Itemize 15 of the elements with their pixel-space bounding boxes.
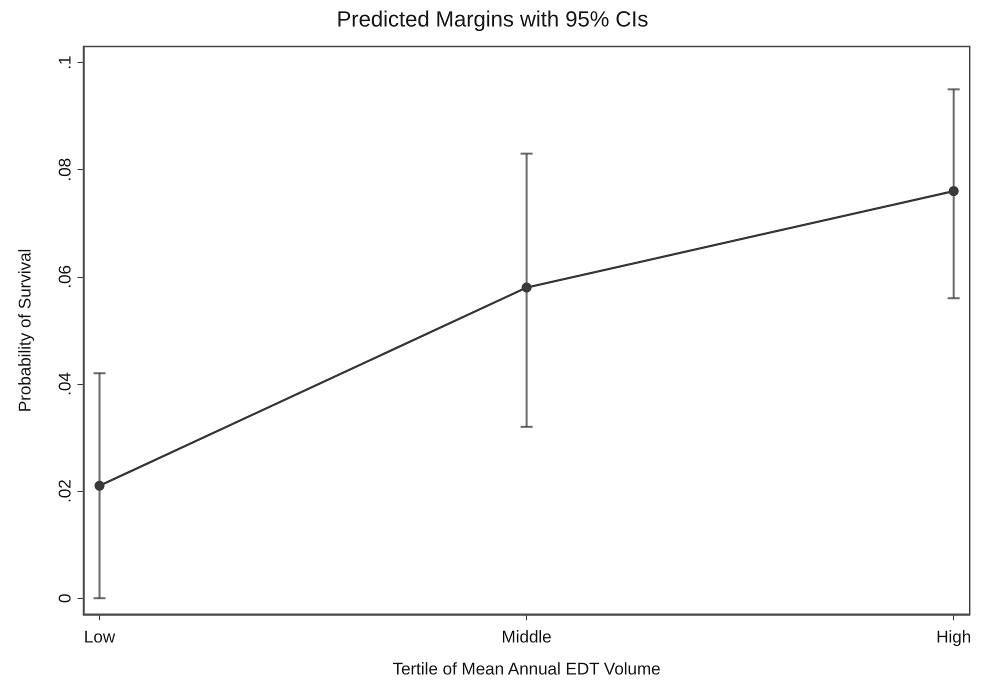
point bbox=[94, 480, 105, 491]
x-tick-label: High bbox=[936, 627, 972, 646]
y-axis-title: Probability of Survival bbox=[16, 248, 34, 412]
y-tick-label: .04 bbox=[56, 372, 74, 396]
x-tick-label: Middle bbox=[502, 627, 552, 646]
chart-title: Predicted Margins with 95% CIs bbox=[336, 6, 648, 32]
x-axis-title: Tertile of Mean Annual EDT Volume bbox=[392, 659, 661, 678]
y-tick-label: .06 bbox=[56, 265, 74, 289]
y-tick-label: .1 bbox=[56, 55, 74, 70]
y-tick-label: 0 bbox=[56, 593, 74, 603]
point bbox=[948, 186, 959, 196]
y-tick-label: .08 bbox=[56, 158, 74, 182]
x-tick-label: Low bbox=[84, 627, 116, 646]
point bbox=[522, 282, 532, 293]
y-tick-label: .02 bbox=[56, 479, 74, 503]
